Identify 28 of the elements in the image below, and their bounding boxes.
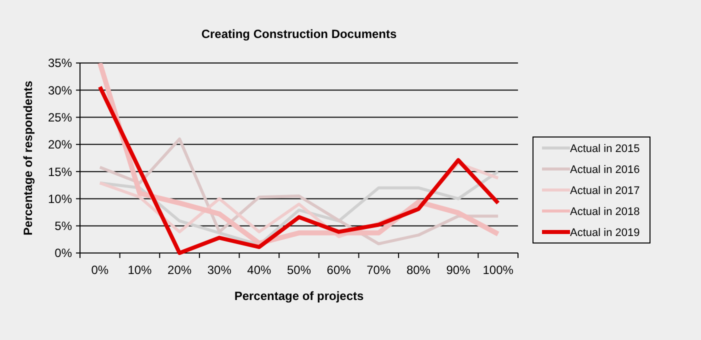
legend-label: Actual in 2016 — [570, 164, 640, 176]
y-tick-label: 5% — [54, 219, 72, 234]
legend-label: Actual in 2015 — [570, 142, 640, 155]
y-tick-label: 35% — [48, 56, 72, 70]
x-tick-label: 0% — [91, 263, 109, 277]
y-axis-title: Percentage of respondents — [21, 80, 35, 236]
x-axis-title: Percentage of projects — [234, 289, 364, 303]
y-tick-label: 30% — [48, 83, 72, 98]
x-tick-label: 10% — [128, 263, 152, 277]
x-tick-label: 100% — [482, 263, 514, 277]
x-tick-label: 90% — [446, 263, 471, 277]
y-tick-label: 0% — [54, 246, 72, 260]
x-tick-label: 70% — [366, 263, 391, 277]
y-tick-label: 25% — [48, 110, 72, 124]
x-tick-label: 20% — [168, 263, 192, 277]
line-series — [98, 84, 500, 255]
x-tick-label: 40% — [247, 263, 272, 277]
x-tick-label: 60% — [326, 263, 352, 277]
x-tick-label: 30% — [207, 263, 232, 277]
y-tick-label: 20% — [48, 138, 72, 152]
legend-label: Actual in 2019 — [570, 226, 640, 239]
x-tick-label: 50% — [286, 263, 312, 277]
x-tick-label: 80% — [406, 263, 431, 277]
legend-label: Actual in 2018 — [570, 206, 640, 218]
chart-title: Creating Construction Documents — [201, 27, 397, 41]
legend-label: Actual in 2017 — [570, 184, 640, 197]
y-tick-label: 15% — [48, 164, 72, 179]
y-tick-label: 10% — [48, 192, 72, 206]
